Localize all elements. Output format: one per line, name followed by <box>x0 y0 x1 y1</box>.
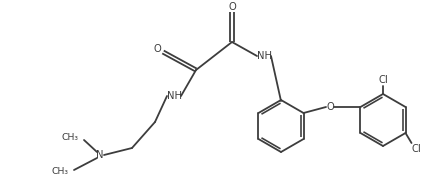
Text: CH₃: CH₃ <box>62 133 79 142</box>
Text: O: O <box>228 2 236 12</box>
Text: Cl: Cl <box>412 144 421 154</box>
Text: O: O <box>153 44 161 54</box>
Text: NH: NH <box>166 91 181 101</box>
Text: O: O <box>326 102 334 112</box>
Text: N: N <box>96 150 104 160</box>
Text: NH: NH <box>257 51 272 61</box>
Text: CH₃: CH₃ <box>52 168 69 177</box>
Text: Cl: Cl <box>378 75 388 85</box>
